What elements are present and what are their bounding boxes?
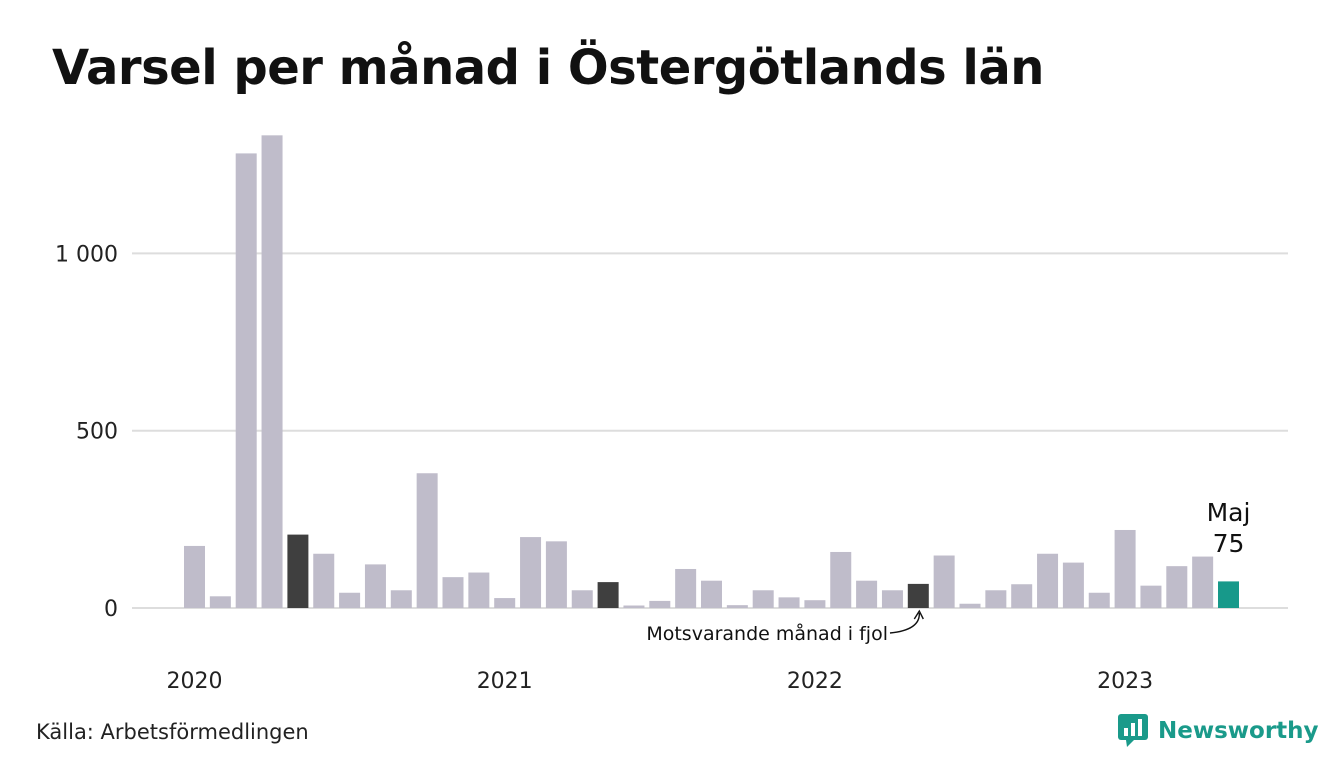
x-tick-label: 2023 (1097, 669, 1153, 694)
bar-2020-10 (416, 473, 438, 608)
bar-2021-01 (494, 598, 516, 608)
bar-2020-02 (209, 596, 231, 608)
bar-2021-06 (623, 605, 645, 608)
current-month-label: Maj (1207, 498, 1251, 527)
bars (184, 135, 1239, 608)
bar-2023-02 (1140, 585, 1162, 608)
brand-logo: Newsworthy (1118, 714, 1319, 748)
bar-2022-09 (1011, 584, 1033, 608)
bar-2021-02 (520, 537, 542, 608)
newsworthy-logo-icon (1118, 714, 1148, 747)
bar-2021-11 (752, 590, 774, 608)
bar-2023-01 (1114, 529, 1136, 608)
bar-2022-11 (1062, 562, 1084, 608)
y-tick-label: 1 000 (55, 242, 118, 267)
bar-2022-04 (881, 590, 903, 608)
bar-2022-08 (985, 590, 1007, 608)
bar-2022-01 (804, 600, 826, 608)
bar-2022-12 (1088, 592, 1110, 608)
bar-2021-10 (726, 605, 748, 608)
bar-2022-06 (933, 555, 955, 608)
bar-2021-03 (545, 541, 567, 608)
bar-2023-04 (1192, 556, 1214, 608)
chart-title: Varsel per månad i Östergötlands län (52, 40, 1044, 96)
source-note: Källa: Arbetsförmedlingen (36, 720, 309, 744)
bar-2020-01 (184, 545, 205, 608)
bar-2020-04 (261, 135, 283, 608)
bar-2020-03 (235, 153, 257, 608)
x-tick-label: 2022 (787, 669, 843, 694)
bar-2022-03 (856, 580, 878, 608)
bar-2022-02 (830, 551, 852, 608)
bar-2021-12 (778, 597, 800, 608)
bar-2020-07 (339, 592, 361, 608)
bar-2020-08 (364, 564, 386, 608)
bar-2022-07 (959, 603, 981, 608)
comparison-note: Motsvarande månad i fjol (646, 622, 888, 645)
bar-2021-05 (597, 582, 619, 608)
bar-2021-07 (649, 600, 671, 608)
comparison-arrow (889, 612, 921, 634)
bar-2023-05 (1218, 581, 1239, 608)
y-tick-label: 0 (104, 597, 118, 622)
bar-2020-11 (442, 577, 464, 608)
brand-name: Newsworthy (1158, 718, 1319, 744)
y-tick-label: 500 (76, 420, 118, 445)
bar-2020-05 (287, 534, 309, 608)
bar-2020-09 (390, 590, 412, 608)
bar-2022-10 (1037, 553, 1059, 608)
bar-2023-03 (1166, 566, 1188, 608)
x-tick-label: 2021 (477, 669, 533, 694)
comparison-arrowhead (913, 609, 924, 620)
bar-2020-12 (468, 572, 490, 608)
bar-2021-09 (701, 580, 722, 608)
bar-2022-05 (907, 583, 929, 608)
bar-2020-06 (313, 553, 335, 608)
bar-2021-08 (675, 568, 697, 608)
x-tick-label: 2020 (167, 669, 223, 694)
bar-2021-04 (571, 590, 593, 608)
x-axis-labels: 2020 2021 2022 2023 (167, 669, 1154, 694)
current-value-label: 75 (1213, 529, 1245, 558)
y-axis-labels: 0 500 1 000 (55, 242, 118, 622)
